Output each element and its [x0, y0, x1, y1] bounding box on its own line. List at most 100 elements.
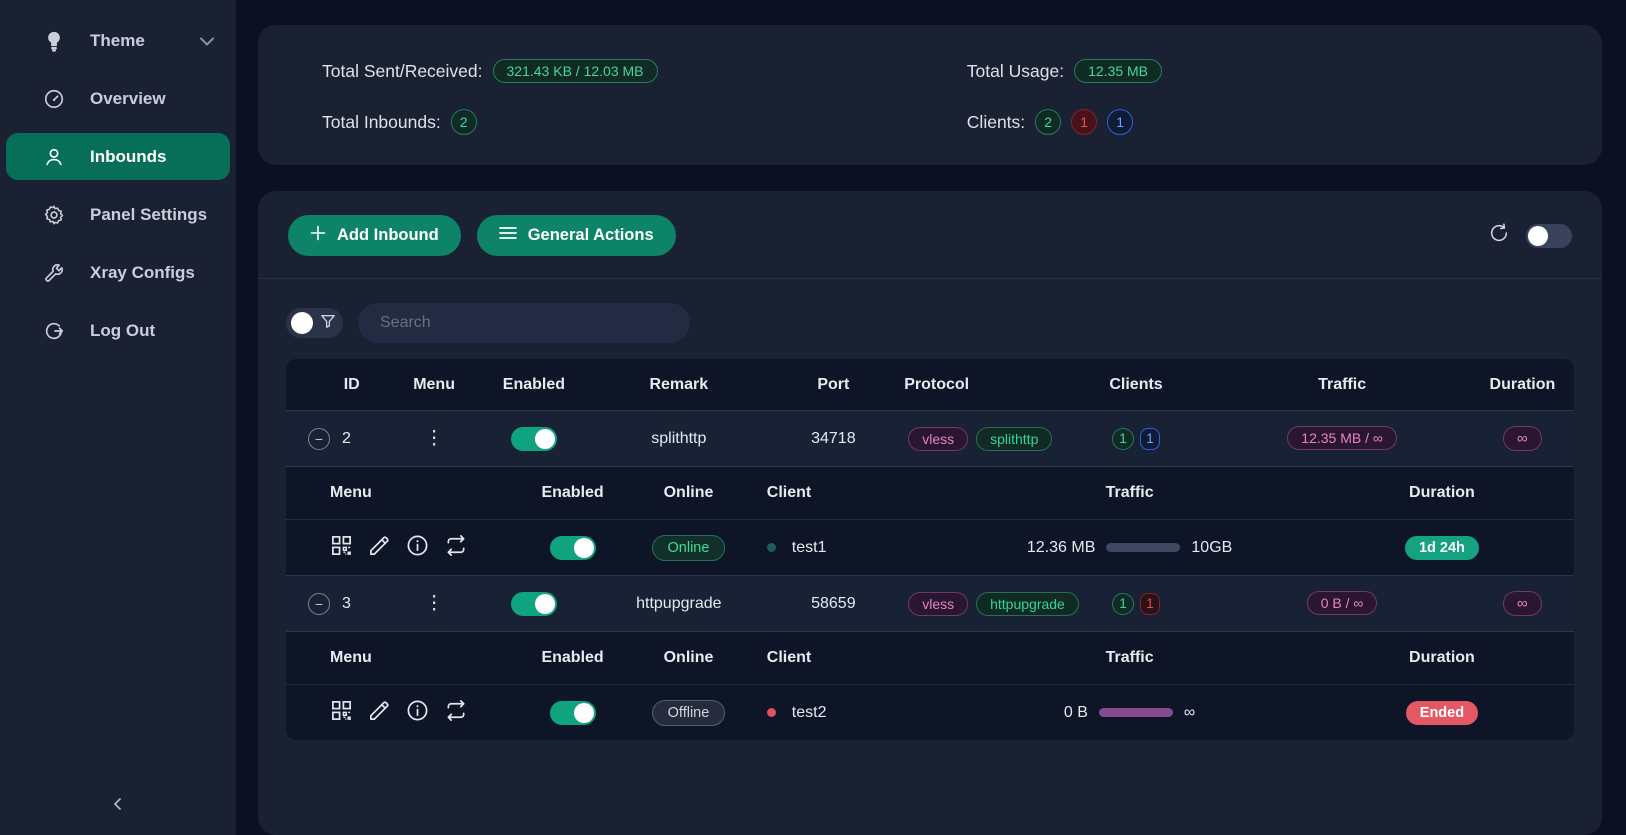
col-enabled: Enabled — [502, 375, 566, 393]
edit-icon[interactable] — [368, 699, 391, 727]
transport-badge: splithttp — [976, 426, 1053, 451]
general-actions-button[interactable]: General Actions — [476, 215, 676, 256]
col-menu: Menu — [413, 375, 455, 393]
sidebar-item-panel-settings[interactable]: Panel Settings — [6, 191, 230, 238]
inbounds-panel: Add Inbound General Actions — [258, 191, 1602, 835]
toggle-knob — [534, 428, 555, 449]
sidebar-item-label: Theme — [90, 30, 145, 50]
menu-lines-icon — [498, 226, 517, 245]
protocol-badge: vless — [908, 591, 969, 616]
inbound-enabled-toggle[interactable] — [510, 591, 557, 616]
inbound-id: 2 — [342, 429, 351, 447]
client-count-green: 1 — [1112, 427, 1135, 450]
reset-traffic-icon[interactable] — [444, 534, 468, 562]
stat-label: Clients: — [966, 111, 1026, 132]
plus-icon — [310, 225, 326, 246]
edit-icon[interactable] — [368, 534, 391, 562]
general-actions-label: General Actions — [527, 226, 654, 244]
inbound-enabled-toggle[interactable] — [510, 426, 557, 451]
qr-code-icon[interactable] — [330, 699, 353, 727]
col-menu: Menu — [330, 649, 372, 666]
client-row: Online test1 12.36 MB 10GB 1d 24h — [286, 519, 1574, 575]
inbounds-table: ID Menu Enabled Remark Port Protocol Cli… — [286, 359, 1574, 740]
inbound-remark: splithttp — [651, 429, 707, 447]
col-remark: Remark — [649, 375, 709, 393]
inbound-row: − 3 ⋮ httpupgrade 58659 vless httpupgrad… — [286, 575, 1574, 631]
client-enabled-toggle[interactable] — [549, 700, 596, 725]
col-protocol: Protocol — [904, 375, 970, 393]
col-duration: Duration — [1409, 649, 1475, 666]
gear-icon — [42, 203, 66, 227]
collapse-row-icon[interactable]: − — [308, 427, 330, 450]
duration-badge: ∞ — [1503, 590, 1542, 616]
col-duration: Duration — [1409, 484, 1475, 501]
toolbar: Add Inbound General Actions — [286, 211, 1574, 278]
user-icon — [42, 145, 66, 169]
reset-traffic-icon[interactable] — [444, 699, 468, 727]
wrench-icon — [42, 261, 66, 285]
sidebar-item-label: Inbounds — [90, 146, 167, 166]
col-traffic: Traffic — [1105, 484, 1154, 501]
protocol-badge: vless — [908, 426, 969, 451]
client-count-blue: 1 — [1140, 427, 1161, 450]
col-port: Port — [817, 375, 850, 393]
col-enabled: Enabled — [541, 484, 604, 501]
col-client: Client — [766, 484, 812, 501]
sidebar-item-log-out[interactable]: Log Out — [6, 307, 230, 354]
traffic-progress-fill — [1098, 708, 1173, 717]
client-name: test1 — [791, 538, 827, 556]
stat-total-usage: Total Usage: 12.35 MB — [967, 59, 1562, 83]
bulb-icon — [42, 29, 66, 53]
add-inbound-button[interactable]: Add Inbound — [288, 215, 461, 256]
clients-online-badge: 2 — [1035, 109, 1062, 135]
row-menu-icon[interactable]: ⋮ — [424, 428, 444, 449]
sidebar-item-label: Panel Settings — [90, 204, 208, 224]
toggle-knob — [573, 537, 594, 558]
col-id: ID — [343, 375, 360, 393]
sidebar-item-overview[interactable]: Overview — [6, 75, 230, 122]
duration-badge: ∞ — [1503, 425, 1542, 451]
stat-label: Total Sent/Received: — [322, 60, 483, 81]
clients-expired-badge: 1 — [1071, 109, 1098, 135]
auto-refresh-toggle[interactable] — [1526, 223, 1572, 248]
client-status-dot — [766, 543, 776, 552]
sidebar-item-inbounds[interactable]: Inbounds — [6, 133, 230, 180]
toggle-knob — [534, 593, 555, 614]
sidebar-item-label: Log Out — [90, 320, 156, 340]
sidebar-item-label: Overview — [90, 88, 166, 108]
sidebar: Theme Overview Inbounds Panel Settings X… — [0, 0, 236, 835]
client-count-red: 1 — [1140, 592, 1161, 615]
inbound-port: 34718 — [811, 429, 856, 447]
stat-sent-received: Total Sent/Received: 321.43 KB / 12.03 M… — [322, 59, 967, 83]
add-inbound-label: Add Inbound — [337, 226, 439, 244]
stat-total-inbounds: Total Inbounds: 2 — [322, 109, 967, 135]
row-menu-icon[interactable]: ⋮ — [424, 593, 444, 614]
filter-toggle[interactable] — [286, 308, 343, 338]
sent-received-badge: 321.43 KB / 12.03 MB — [492, 59, 658, 83]
sidebar-item-xray-configs[interactable]: Xray Configs — [6, 249, 230, 296]
funnel-icon — [320, 313, 336, 334]
refresh-icon[interactable] — [1488, 222, 1510, 249]
info-icon[interactable] — [406, 699, 429, 727]
sidebar-collapse-button[interactable] — [111, 794, 125, 817]
sidebar-item-theme[interactable]: Theme — [6, 17, 230, 64]
info-icon[interactable] — [406, 534, 429, 562]
col-enabled: Enabled — [541, 649, 604, 666]
col-clients: Clients — [1109, 375, 1163, 393]
traffic-badge: 12.35 MB / ∞ — [1287, 425, 1397, 450]
qr-code-icon[interactable] — [330, 534, 353, 562]
logout-icon — [42, 319, 66, 343]
search-input[interactable] — [358, 303, 690, 343]
online-status-badge: Offline — [651, 699, 726, 726]
col-duration: Duration — [1489, 375, 1556, 393]
traffic-badge: 0 B / ∞ — [1306, 590, 1378, 615]
client-enabled-toggle[interactable] — [549, 535, 596, 560]
traffic-total: ∞ — [1183, 703, 1196, 721]
col-traffic: Traffic — [1105, 649, 1154, 666]
toolbar-right — [1488, 222, 1572, 249]
sidebar-item-label: Xray Configs — [90, 262, 195, 282]
collapse-row-icon[interactable]: − — [308, 592, 330, 615]
toolbar-divider — [258, 278, 1602, 279]
toggle-knob — [291, 312, 313, 334]
inbound-port: 58659 — [811, 594, 856, 612]
